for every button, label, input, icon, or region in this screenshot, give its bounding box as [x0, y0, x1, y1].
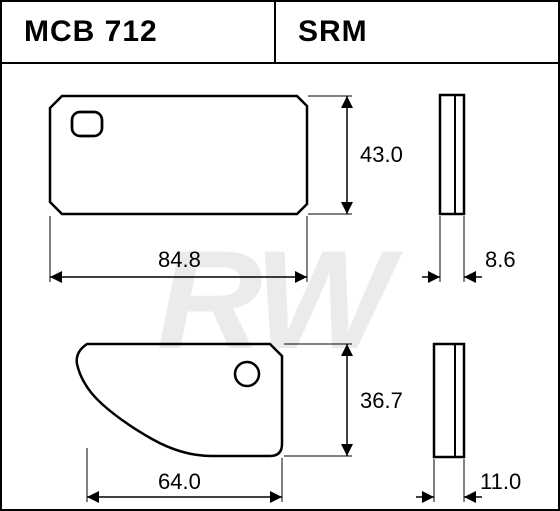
label-top-thickness: 8.6	[485, 247, 516, 273]
label-bottom-width: 64.0	[158, 469, 201, 495]
dim-bottom-height	[284, 344, 352, 456]
pad-bottom-profile	[434, 344, 464, 457]
part-number: MCB 712	[2, 2, 276, 62]
header: MCB 712 SRM	[2, 2, 558, 64]
dim-bottom-thickness	[416, 459, 482, 502]
dim-top-thickness	[422, 216, 482, 282]
drawing-root: MCB 712 SRM RW	[0, 0, 560, 511]
drawing-svg	[2, 64, 558, 511]
variant-code: SRM	[276, 2, 558, 62]
label-top-width: 84.8	[158, 247, 201, 273]
pad-bottom-face	[77, 344, 282, 456]
label-bottom-thickness: 11.0	[480, 469, 521, 495]
diagram-area: RW	[2, 64, 558, 511]
pad-top-face	[50, 96, 307, 214]
label-bottom-height: 36.7	[360, 388, 403, 414]
dim-top-height	[308, 96, 352, 214]
pad-top-profile	[440, 95, 464, 214]
label-top-height: 43.0	[360, 142, 403, 168]
